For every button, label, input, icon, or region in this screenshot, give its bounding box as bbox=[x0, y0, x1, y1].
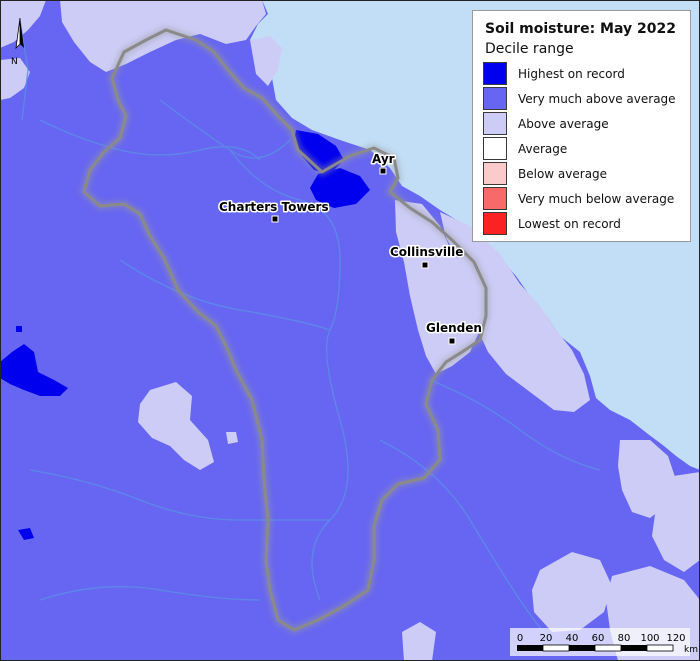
scale-tick-0: 0 bbox=[517, 633, 523, 644]
legend-swatch-lowest bbox=[483, 212, 507, 235]
scale-bar-ticks: 0 20 40 60 80 100 120 bbox=[517, 633, 686, 644]
scale-tick-40: 40 bbox=[566, 633, 579, 644]
legend-swatch-below bbox=[483, 162, 507, 185]
scale-bar-unit: km bbox=[684, 645, 698, 655]
north-arrow-label: N bbox=[11, 57, 18, 67]
river-9 bbox=[19, 19, 29, 121]
river-2 bbox=[159, 99, 291, 159]
legend-label-very-much-above: Very much above average bbox=[518, 92, 676, 106]
legend-swatch-very-much-below bbox=[483, 187, 507, 210]
scale-tick-100: 100 bbox=[640, 633, 659, 644]
river-8 bbox=[429, 379, 601, 471]
town-marker-collinsville bbox=[421, 261, 429, 269]
above-average-top-strip bbox=[60, 0, 266, 72]
legend-label-above: Above average bbox=[518, 117, 609, 131]
legend-swatch-highest bbox=[483, 62, 507, 85]
legend-label-very-much-below: Very much below average bbox=[518, 192, 675, 206]
town-label-ayr: Ayr bbox=[372, 152, 395, 166]
town-markers bbox=[271, 167, 456, 345]
highest-small-1 bbox=[18, 528, 34, 540]
town-marker-glenden bbox=[448, 337, 456, 345]
highest-on-record-areas bbox=[0, 130, 370, 540]
river-1 bbox=[39, 119, 261, 161]
river-7 bbox=[39, 586, 261, 601]
region-boundary bbox=[82, 28, 488, 632]
highest-coastal-2 bbox=[310, 168, 370, 208]
legend-label-highest: Highest on record bbox=[518, 67, 625, 81]
above-average-collinsville bbox=[395, 200, 484, 374]
above-average-east-2 bbox=[652, 472, 700, 572]
town-marker-charters-towers bbox=[271, 215, 279, 223]
river-4 bbox=[119, 259, 331, 331]
river-6 bbox=[379, 439, 561, 651]
legend: Soil moisture: May 2022 Decile range Hig… bbox=[472, 10, 691, 242]
scale-tick-60: 60 bbox=[592, 633, 605, 644]
above-average-south-patch bbox=[402, 622, 436, 661]
above-average-top-left bbox=[0, 0, 46, 48]
legend-subtitle: Decile range bbox=[485, 41, 574, 57]
scale-tick-20: 20 bbox=[540, 633, 553, 644]
legend-swatch-above bbox=[483, 112, 507, 135]
scale-tick-80: 80 bbox=[618, 633, 631, 644]
legend-label-below: Below average bbox=[518, 167, 608, 181]
above-average-west-blob bbox=[138, 382, 214, 470]
above-average-small-1 bbox=[226, 432, 238, 444]
scale-tick-120: 120 bbox=[666, 633, 685, 644]
above-average-south-east bbox=[532, 552, 612, 632]
legend-title: Soil moisture: May 2022 bbox=[485, 21, 676, 37]
town-marker-ayr bbox=[379, 167, 387, 175]
town-labels: Ayr Charters Towers Collinsville Glenden bbox=[218, 151, 484, 337]
town-label-glenden: Glenden bbox=[426, 321, 482, 335]
legend-label-lowest: Lowest on record bbox=[518, 217, 621, 231]
rivers bbox=[19, 19, 601, 651]
scale-bar-segments bbox=[517, 644, 674, 652]
highest-small-2 bbox=[16, 326, 22, 332]
scale-bar: 0 20 40 60 80 100 120 km bbox=[510, 628, 698, 656]
north-arrow-icon: N bbox=[11, 17, 24, 67]
river-5 bbox=[29, 469, 330, 521]
town-label-collinsville: Collinsville bbox=[390, 245, 463, 259]
town-label-charters-towers: Charters Towers bbox=[219, 200, 329, 214]
above-average-northeast bbox=[250, 36, 282, 86]
legend-swatch-very-much-above bbox=[483, 87, 507, 110]
legend-label-average: Average bbox=[518, 142, 568, 156]
highest-west-edge bbox=[0, 344, 68, 396]
legend-swatch-average bbox=[483, 137, 507, 160]
above-average-top-left-2 bbox=[0, 58, 30, 100]
